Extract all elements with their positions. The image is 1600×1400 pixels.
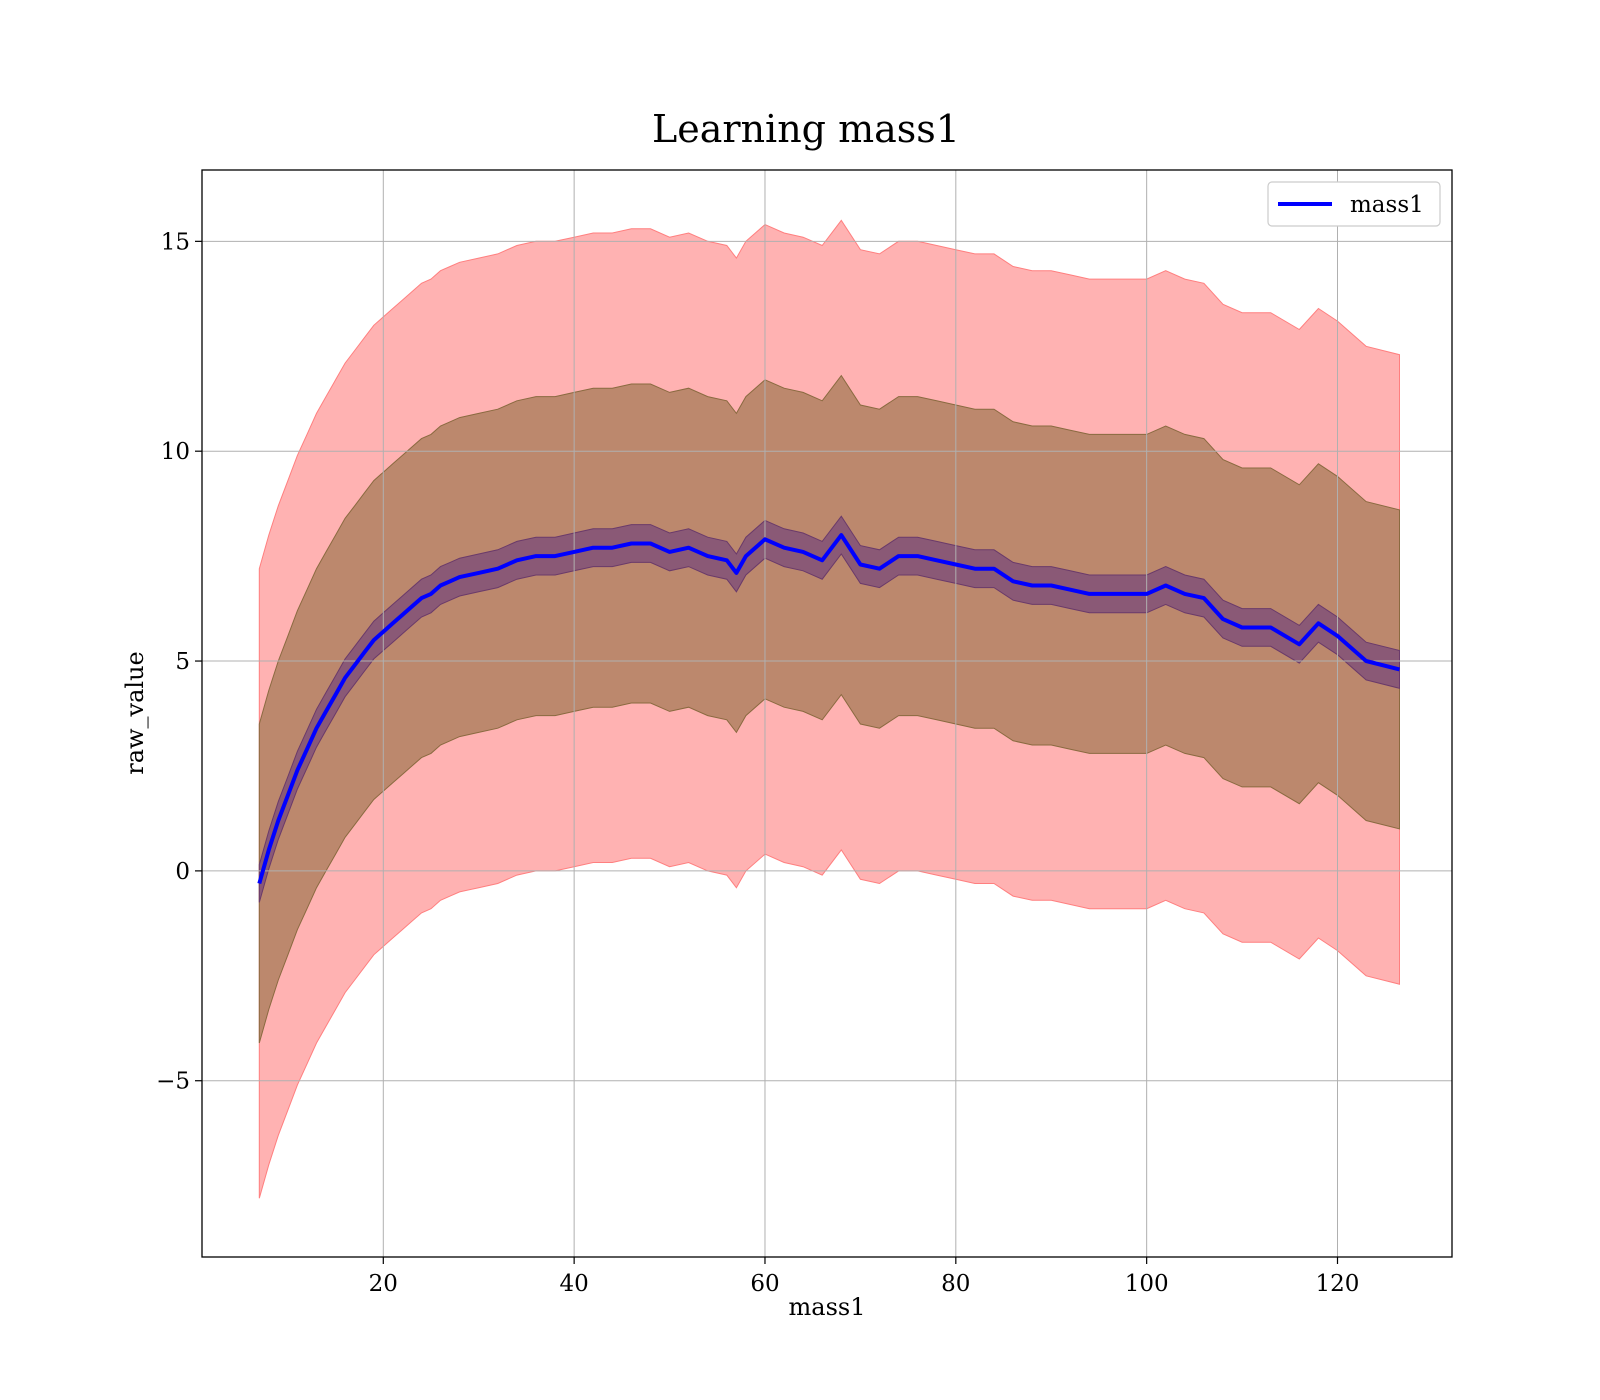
y-tick-label: 15 — [161, 229, 190, 255]
y-tick-label: −5 — [156, 1069, 190, 1095]
plot-area — [201, 169, 1453, 1258]
x-axis-ticks: 20 40 60 80 100 120 — [369, 1257, 1360, 1297]
legend-box — [1267, 181, 1441, 227]
series-line-mass1 — [257, 533, 1400, 885]
confidence-bands — [258, 219, 1400, 1199]
grid-lines — [202, 170, 1452, 1257]
x-tick-label: 120 — [1316, 1271, 1360, 1297]
axes-frame — [201, 169, 1453, 1258]
y-tick-label: 5 — [175, 649, 190, 675]
legend: mass1 — [1267, 181, 1441, 227]
x-tick-label: 60 — [750, 1271, 779, 1297]
band-1sigma — [258, 515, 1400, 903]
chart-title: Learning mass1 — [652, 107, 960, 151]
x-tick-label: 80 — [941, 1271, 970, 1297]
y-axis-ticks: −5 0 5 10 15 — [156, 229, 202, 1095]
series-lines — [257, 533, 1400, 885]
x-tick-label: 20 — [369, 1271, 398, 1297]
y-axis-label: raw_value — [121, 651, 149, 775]
legend-entry-mass1: mass1 — [1350, 192, 1424, 218]
y-tick-label: 10 — [161, 439, 190, 465]
x-tick-label: 40 — [559, 1271, 588, 1297]
x-axis-label: mass1 — [789, 1293, 866, 1321]
x-tick-label: 100 — [1125, 1271, 1169, 1297]
y-tick-label: 0 — [175, 859, 190, 885]
